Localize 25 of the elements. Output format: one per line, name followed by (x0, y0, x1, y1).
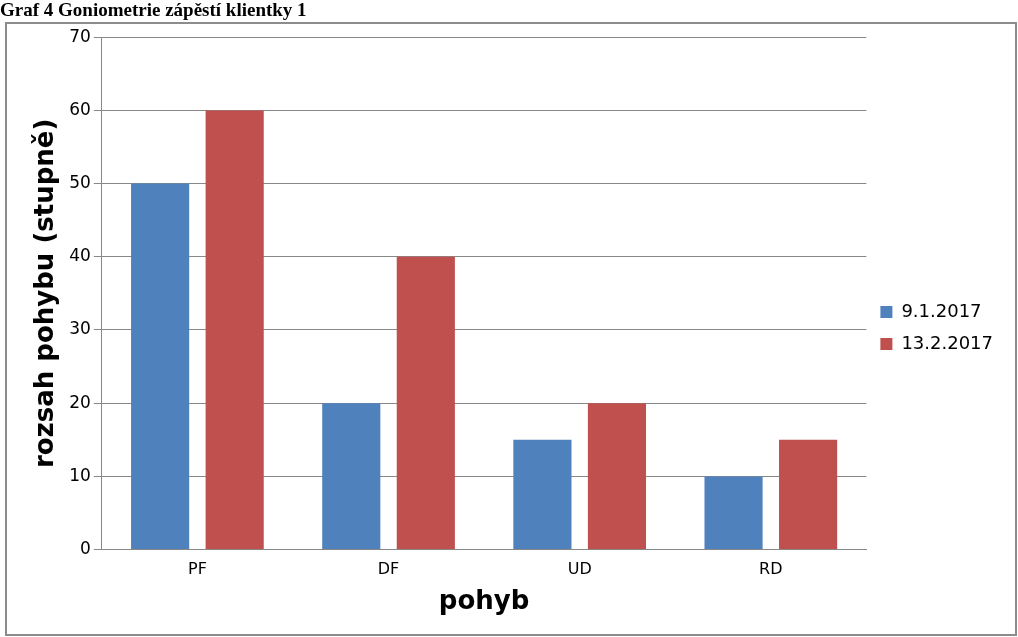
chart-title: Graf 4 Goniometrie zápěstí klientky 1 (0, 0, 307, 20)
bar (131, 183, 190, 550)
y-tick-label: 50 (69, 172, 91, 193)
y-tick-label: 40 (69, 245, 91, 266)
legend-label: 9.1.2017 (901, 299, 982, 321)
bar (779, 439, 838, 550)
y-tick-label: 10 (69, 464, 91, 485)
x-tick-label: DF (377, 559, 400, 579)
bar (205, 110, 264, 550)
y-tick-label: 70 (69, 25, 91, 46)
bar (704, 476, 763, 550)
bar (396, 256, 455, 550)
y-tick-label: 30 (69, 318, 91, 339)
y-tick-label: 0 (80, 538, 91, 559)
x-tick-label: RD (759, 559, 783, 579)
bar (513, 439, 572, 550)
x-tick-label: PF (187, 559, 207, 579)
bar (322, 403, 381, 550)
y-tick-label: 20 (69, 391, 91, 412)
x-axis-title: pohyb (438, 585, 530, 616)
bar (587, 403, 647, 550)
y-tick-label: 60 (69, 98, 91, 119)
legend-label: 13.2.2017 (901, 331, 993, 353)
y-axis-title: rozsah pohybu (stupně) (29, 118, 60, 469)
x-tick-label: UD (567, 559, 592, 579)
